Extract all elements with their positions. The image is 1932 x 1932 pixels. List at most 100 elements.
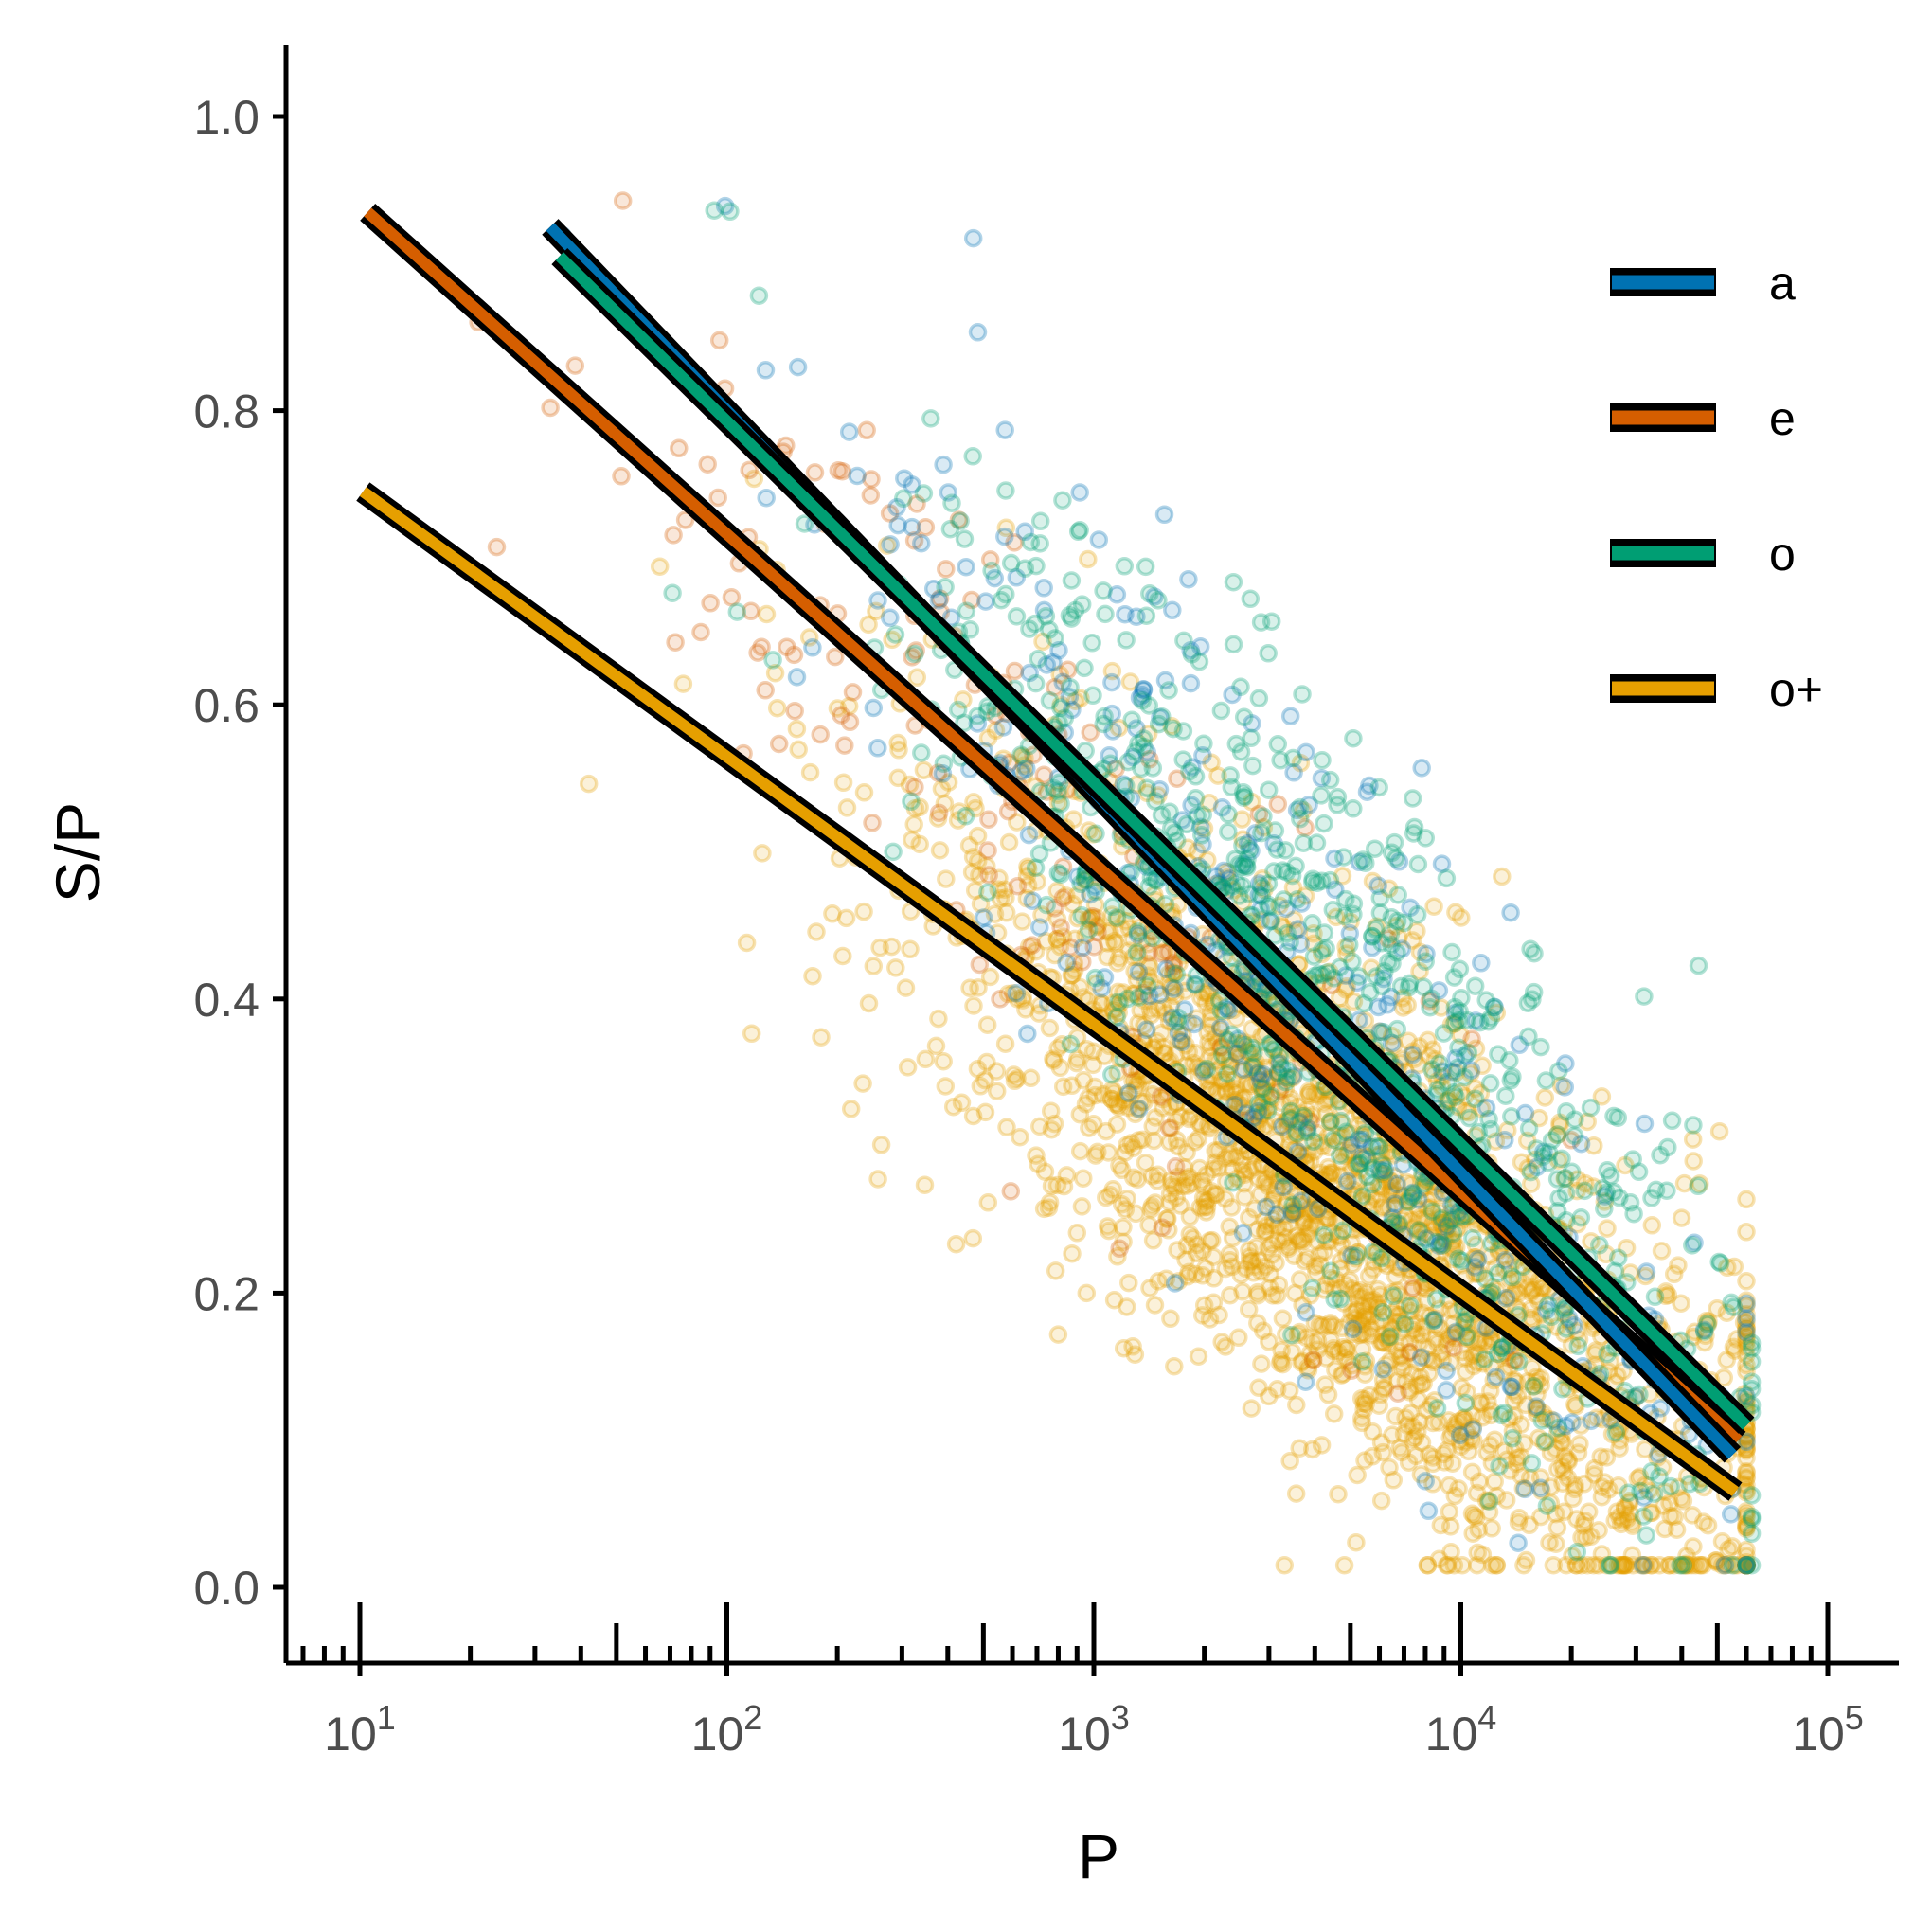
data-point (1057, 1166, 1077, 1185)
data-point (1339, 1351, 1358, 1370)
data-point (1070, 1104, 1090, 1124)
data-point (1604, 1106, 1623, 1126)
data-point (1522, 1454, 1542, 1473)
data-point (1160, 1192, 1179, 1212)
data-point (1316, 1275, 1336, 1295)
data-point (1510, 1301, 1530, 1320)
data-point (968, 826, 988, 846)
data-point (1387, 1174, 1406, 1194)
data-point (1240, 1247, 1260, 1266)
data-point (1168, 1241, 1187, 1260)
data-point (1044, 1049, 1063, 1068)
data-point (1208, 1082, 1227, 1101)
data-point (1297, 1100, 1316, 1119)
data-point (1302, 1279, 1322, 1298)
data-point (1418, 1555, 1438, 1575)
data-point (1104, 931, 1124, 951)
data-point (1425, 1391, 1444, 1410)
data-point (1127, 942, 1147, 962)
data-point (1380, 1327, 1400, 1347)
data-point (989, 880, 1008, 899)
data-point (1021, 532, 1041, 552)
data-point (1256, 1222, 1275, 1241)
y-tick-label: 0.8 (193, 385, 259, 438)
data-point (1723, 1537, 1742, 1556)
data-point (1652, 1242, 1672, 1261)
data-point (1269, 1231, 1288, 1250)
data-point (1414, 977, 1433, 996)
data-point (1568, 1443, 1588, 1462)
data-point (1143, 1117, 1162, 1136)
data-point (1354, 1393, 1373, 1413)
data-point (964, 996, 983, 1015)
data-point (1521, 939, 1540, 958)
data-point (1296, 1372, 1315, 1391)
data-point (1555, 1078, 1575, 1097)
data-point (1339, 1141, 1359, 1161)
data-point (1372, 933, 1391, 953)
data-point (1297, 1328, 1316, 1348)
data-point (1501, 1377, 1521, 1397)
data-point (1635, 1114, 1655, 1134)
data-point (1286, 1125, 1305, 1145)
data-point (1029, 844, 1049, 864)
data-point (1333, 1221, 1352, 1241)
data-point (1597, 1448, 1617, 1467)
data-point (1268, 735, 1288, 754)
data-point (1404, 1320, 1422, 1340)
data-point (805, 463, 825, 482)
data-point (1313, 750, 1332, 770)
data-point (1637, 1262, 1656, 1281)
data-point (1252, 1354, 1271, 1373)
data-point (1565, 1126, 1584, 1145)
data-point (1721, 1505, 1741, 1524)
data-point (1175, 981, 1194, 1001)
data-point (1074, 1070, 1093, 1090)
data-point (1373, 1303, 1392, 1322)
data-point (1184, 1053, 1203, 1073)
data-point (1540, 1533, 1559, 1552)
y-tick-label: 0.2 (193, 1267, 259, 1320)
data-point (1254, 807, 1273, 826)
data-point (1356, 853, 1375, 872)
data-point (1270, 1353, 1290, 1373)
data-point (963, 848, 983, 867)
data-point (1306, 1205, 1325, 1225)
data-point (1316, 939, 1335, 958)
data-point (1137, 976, 1157, 995)
data-point (1267, 1380, 1287, 1399)
data-point (1395, 1315, 1415, 1333)
data-point (1186, 1133, 1205, 1152)
data-point (1273, 1309, 1293, 1328)
data-point (1242, 792, 1261, 812)
data-point (1458, 1329, 1477, 1349)
data-point (1565, 1479, 1584, 1499)
data-point (1445, 1328, 1464, 1348)
data-point (1581, 1098, 1601, 1118)
data-point (914, 760, 934, 779)
data-point (1398, 995, 1417, 1014)
data-point (1343, 1319, 1363, 1339)
x-tick-label: 101 (324, 1698, 396, 1761)
data-point (1742, 1509, 1762, 1529)
data-point (916, 1049, 936, 1069)
data-point (1567, 1542, 1587, 1562)
data-point (912, 533, 931, 553)
data-point (1673, 1492, 1693, 1511)
data-point (1042, 1119, 1062, 1139)
data-point (1556, 1184, 1576, 1203)
data-point (1403, 1045, 1422, 1064)
data-point (1280, 707, 1300, 725)
data-point (1276, 1228, 1295, 1247)
data-point (1403, 931, 1422, 950)
data-point (1259, 644, 1278, 663)
data-point (1683, 1506, 1702, 1525)
data-point (1388, 886, 1407, 904)
data-point (1451, 1437, 1471, 1457)
data-point (1282, 1325, 1301, 1345)
data-point (1018, 1024, 1037, 1044)
data-point (1204, 1293, 1224, 1313)
data-point (1363, 1174, 1383, 1194)
data-point (1446, 1219, 1466, 1239)
data-point (1298, 1086, 1318, 1105)
